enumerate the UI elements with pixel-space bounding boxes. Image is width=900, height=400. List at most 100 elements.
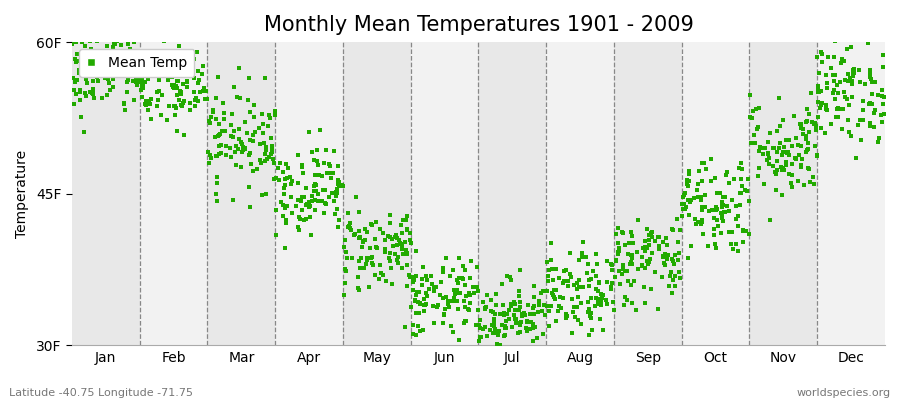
Point (575, 250, 590, 256)
Point (569, 304, 583, 310)
Point (154, 112, 168, 118)
Point (73, 96, 87, 103)
Point (664, 226, 679, 232)
Point (778, 162, 793, 168)
Point (129, 75, 143, 82)
Point (180, 64, 194, 71)
Point (582, 283, 597, 290)
Point (514, 318, 528, 325)
Point (743, 92, 758, 98)
Point (347, 232, 362, 238)
Point (267, 160, 282, 166)
Point (660, 256, 674, 262)
Point (845, 67, 859, 74)
Point (781, 170, 796, 177)
Point (862, 74, 877, 80)
Point (617, 242, 632, 248)
Point (717, 208, 732, 215)
Point (709, 245, 724, 251)
Point (442, 298, 456, 304)
Point (538, 312, 553, 318)
Point (400, 262, 415, 268)
Point (682, 178, 697, 184)
Point (338, 237, 353, 244)
Point (275, 213, 290, 219)
Point (795, 156, 809, 162)
Point (236, 144, 250, 150)
Point (625, 233, 639, 240)
Point (325, 190, 339, 196)
Point (706, 226, 721, 232)
Point (752, 144, 767, 150)
Point (318, 187, 332, 193)
Bar (275, 42, 343, 346)
Point (337, 292, 351, 298)
Point (642, 242, 656, 248)
Point (489, 291, 503, 297)
Point (232, 136, 247, 142)
Point (382, 258, 397, 264)
Point (677, 200, 691, 207)
Point (278, 217, 293, 223)
Point (113, 66, 128, 72)
Point (722, 180, 736, 186)
Point (526, 338, 540, 344)
Point (817, 130, 832, 136)
Point (91, 78, 105, 84)
Point (838, 77, 852, 84)
Point (217, 109, 231, 116)
Point (342, 223, 356, 229)
Point (258, 151, 273, 157)
Point (442, 304, 456, 310)
Point (82, 72, 96, 79)
Point (863, 100, 878, 106)
Point (134, 79, 148, 85)
Point (511, 307, 526, 313)
Point (341, 210, 356, 216)
Point (822, 54, 836, 60)
Point (498, 332, 512, 338)
Point (246, 132, 260, 138)
Point (530, 334, 544, 341)
Point (504, 301, 518, 307)
Point (833, 59, 848, 66)
Point (731, 248, 745, 255)
Point (592, 280, 607, 286)
Point (240, 130, 255, 136)
Point (724, 196, 739, 203)
Point (683, 197, 698, 204)
Point (226, 134, 240, 141)
Point (278, 205, 293, 211)
Point (798, 119, 813, 126)
Point (557, 278, 572, 284)
Point (704, 178, 718, 184)
Point (487, 323, 501, 330)
Point (97, 48, 112, 55)
Point (670, 239, 685, 246)
Point (459, 292, 473, 299)
Point (517, 310, 531, 316)
Point (748, 140, 762, 147)
Point (801, 165, 815, 171)
Point (136, 80, 150, 87)
Point (638, 299, 652, 306)
Point (635, 263, 650, 270)
Point (410, 248, 424, 254)
Point (193, 89, 207, 96)
Point (224, 133, 238, 139)
Point (724, 241, 738, 247)
Point (227, 128, 241, 134)
Point (536, 288, 551, 294)
Point (708, 240, 723, 247)
Point (736, 239, 751, 245)
Point (90, 38, 104, 44)
Point (319, 201, 333, 208)
Point (711, 223, 725, 230)
Point (307, 183, 321, 189)
Point (419, 290, 434, 297)
Point (637, 245, 652, 251)
Point (590, 260, 604, 267)
Point (100, 42, 114, 49)
Point (430, 304, 445, 310)
Point (835, 126, 850, 132)
